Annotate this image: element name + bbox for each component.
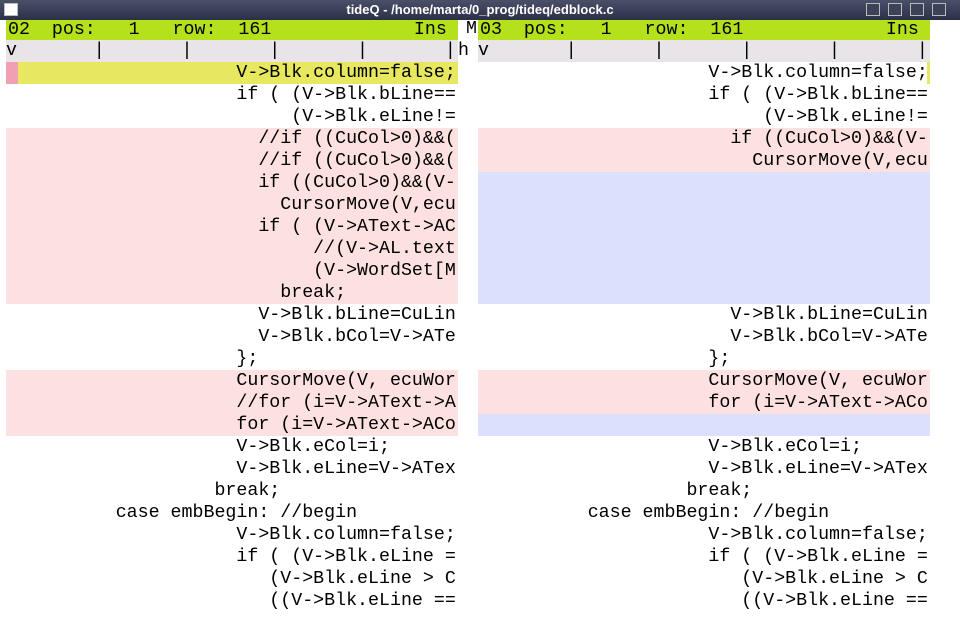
ruler: v | | | | | — [478, 40, 930, 62]
code-line: V->Blk.eLine=V->ATex — [6, 458, 458, 480]
code-line — [478, 194, 930, 216]
code-line: if ((CuCol>0)&&(V- — [6, 172, 458, 194]
code-line: //for (i=V->AText->A — [6, 392, 458, 414]
status-bar: 02 pos: 1 row: 161 Ins 32 — [6, 20, 458, 40]
separator-ruler: h — [458, 41, 469, 61]
raise-button[interactable] — [866, 3, 880, 16]
window-icon[interactable] — [4, 3, 18, 16]
code-line: (V->Blk.eLine!= — [478, 106, 930, 128]
code-line: if ( (V->Blk.eLine = — [478, 546, 930, 568]
code-line — [478, 216, 930, 238]
code-line: case embBegin: //begin — [478, 502, 930, 524]
code-line: CursorMove(V,ecu — [478, 150, 930, 172]
code-line: break; — [6, 282, 458, 304]
code-line: (V->Blk.eLine!= — [6, 106, 458, 128]
ruler: v | | | | | — [6, 40, 458, 62]
code-line: break; — [6, 480, 458, 502]
code-line: V->Blk.bLine=CuLin — [6, 304, 458, 326]
editor-pane[interactable]: 03 pos: 1 row: 161 Ins 32 · v | | | | | V… — [478, 20, 930, 624]
code-line: CursorMove(V, ecuWor — [478, 370, 930, 392]
code-line — [478, 238, 930, 260]
code-line — [478, 172, 930, 194]
code-line: V->Blk.eCol=i; — [478, 436, 930, 458]
code-line: V->Blk.bLine=CuLin — [478, 304, 930, 326]
code-line — [478, 282, 930, 304]
code-line: V->Blk.column=false; — [478, 524, 930, 546]
code-line: for (i=V->AText->ACo — [478, 392, 930, 414]
cursor-marker — [6, 62, 18, 84]
code-line: break; — [478, 480, 930, 502]
code-line: //(V->AL.text — [6, 238, 458, 260]
window-title: tideQ - /home/marta/0_prog/tideq/edblock… — [346, 2, 614, 17]
code-line: if ( (V->Blk.bLine== — [478, 84, 930, 106]
code-line: if ((CuCol>0)&&(V- — [478, 128, 930, 150]
code-line: (V->Blk.eLine > C — [6, 568, 458, 590]
code-line: (V->Blk.eLine > C — [478, 568, 930, 590]
code-line: ((V->Blk.eLine == — [6, 590, 458, 612]
cursor-marker — [927, 62, 930, 84]
code-line: V->Blk.column=false; — [6, 62, 458, 84]
code-line: case embBegin: //begin — [6, 502, 458, 524]
code-line: V->Blk.column=false; — [6, 524, 458, 546]
code-line: CursorMove(V,ecu — [6, 194, 458, 216]
code-line: V->Blk.bCol=V->ATe — [478, 326, 930, 348]
code-line: V->Blk.bCol=V->ATe — [6, 326, 458, 348]
maximize-button[interactable] — [910, 3, 924, 16]
code-line: //if ((CuCol>0)&&( — [6, 128, 458, 150]
code-line: if ( (V->AText->AC — [6, 216, 458, 238]
code-line: V->Blk.eLine=V->ATex — [478, 458, 930, 480]
code-line: if ( (V->Blk.bLine== — [6, 84, 458, 106]
code-line: (V->WordSet[M — [6, 260, 458, 282]
title-bar: tideQ - /home/marta/0_prog/tideq/edblock… — [0, 0, 960, 20]
code-line: ((V->Blk.eLine == — [478, 590, 930, 612]
status-bar: 03 pos: 1 row: 161 Ins 32 · — [478, 20, 930, 40]
minimize-button[interactable] — [888, 3, 902, 16]
code-line — [478, 260, 930, 282]
code-line: CursorMove(V, ecuWor — [6, 370, 458, 392]
code-line: }; — [6, 348, 458, 370]
editor-pane[interactable]: 02 pos: 1 row: 161 Ins 32 v | | | | | V->… — [6, 20, 458, 624]
code-line: //if ((CuCol>0)&&( — [6, 150, 458, 172]
code-line: if ( (V->Blk.eLine = — [6, 546, 458, 568]
code-line: for (i=V->AText->ACo — [6, 414, 458, 436]
code-line: }; — [478, 348, 930, 370]
code-line — [478, 414, 930, 436]
code-line: V->Blk.column=false; — [478, 62, 930, 84]
code-line: V->Blk.eCol=i; — [6, 436, 458, 458]
separator-top: M — [466, 19, 477, 39]
close-button[interactable] — [932, 3, 946, 16]
